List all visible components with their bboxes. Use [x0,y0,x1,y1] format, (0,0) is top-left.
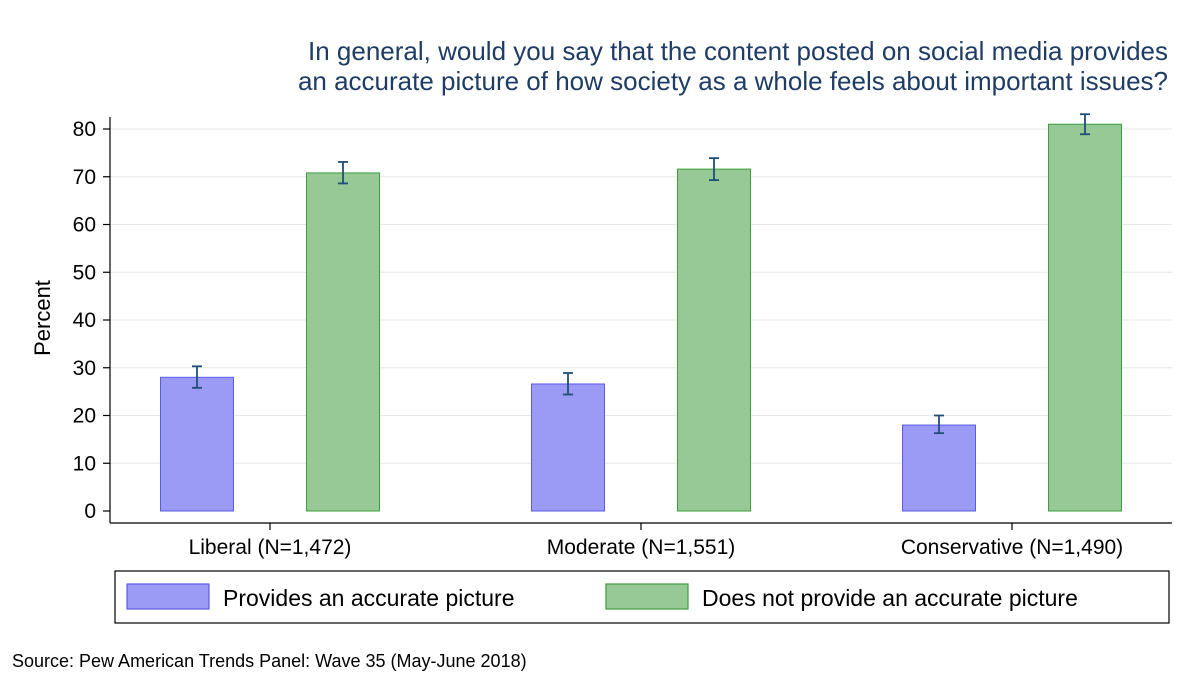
y-tick-label: 30 [73,357,96,380]
y-tick-label: 10 [73,452,96,475]
legend: Provides an accurate picture Does not pr… [114,570,1170,624]
category-label: Liberal (N=1,472) [189,536,352,559]
x-axis: Liberal (N=1,472) Moderate (N=1,551) Conse… [110,522,1172,559]
bar-provides [531,383,605,512]
y-tick-label: 80 [73,118,96,141]
bar-provides [902,424,976,512]
legend-swatch-does-not-provide [605,583,689,610]
y-axis-title: Percent [30,280,55,356]
y-tick-label: 50 [73,261,96,284]
chart-title-line-1: In general, would you say that the conte… [308,36,1168,66]
y-tick-label: 20 [73,405,96,428]
legend-label-does-not-provide: Does not provide an accurate picture [702,585,1078,611]
y-tick-label: 40 [73,309,96,332]
y-tick-label: 60 [73,214,96,237]
legend-label-provides: Provides an accurate picture [223,585,515,611]
bar-provides [160,376,234,512]
category-label: Conservative (N=1,490) [901,536,1123,559]
y-tick-label: 0 [84,500,96,523]
category-label: Moderate (N=1,551) [547,536,736,559]
error-bars [192,113,1090,435]
y-axis: 0 10 20 30 40 50 60 70 80 [73,117,111,523]
source-note: Source: Pew American Trends Panel: Wave … [12,651,527,671]
chart-title-line-2: an accurate picture of how society as a … [298,66,1168,96]
bar-does-not-provide [1048,123,1122,512]
bar-does-not-provide [306,172,380,512]
gridlines [110,128,1172,464]
bar-does-not-provide [677,168,751,512]
legend-swatch-provides [126,583,210,610]
y-tick-label: 70 [73,166,96,189]
